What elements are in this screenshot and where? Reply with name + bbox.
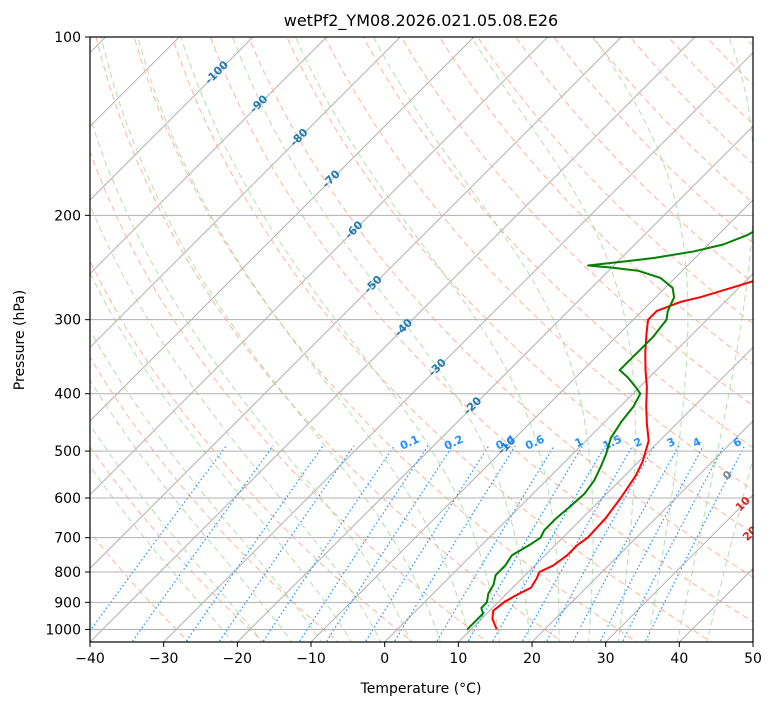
y-tick-label: 300 bbox=[54, 313, 81, 329]
dry-adiabat bbox=[171, 37, 713, 642]
mixing-ratio-line bbox=[393, 445, 516, 642]
mixing-ratio-line bbox=[131, 445, 274, 642]
mixing-ratio-line bbox=[364, 445, 490, 642]
x-axis: −40 −30 −20 −10 0 10 20 30 40 50 bbox=[75, 642, 762, 667]
isotherm bbox=[90, 37, 549, 496]
mixing-ratio-line bbox=[325, 445, 454, 642]
isotherm bbox=[457, 346, 753, 642]
dry-adiabat bbox=[324, 37, 753, 491]
y-axis-title: Pressure (hPa) bbox=[12, 290, 28, 390]
mixing-ratio-line bbox=[491, 445, 606, 642]
dry-adiabat bbox=[400, 37, 753, 407]
y-tick-label: 800 bbox=[54, 565, 81, 581]
dry-adiabat bbox=[438, 37, 753, 365]
mixing-ratio-line bbox=[262, 445, 395, 642]
mixing-ratio-line bbox=[466, 445, 584, 642]
y-tick-label: 200 bbox=[54, 208, 81, 224]
y-axis: 100 200 300 400 500 600 700 800 900 1000 bbox=[45, 30, 90, 638]
dry-adiabat bbox=[477, 37, 753, 325]
isotherm bbox=[90, 37, 254, 201]
temperature-line bbox=[491, 280, 753, 630]
x-tick-label: 20 bbox=[523, 651, 541, 667]
y-tick-label: 700 bbox=[54, 531, 81, 547]
mixing-ratio-line bbox=[185, 445, 324, 642]
dry-adiabat bbox=[286, 37, 753, 534]
x-tick-label: 10 bbox=[449, 651, 467, 667]
y-tick-label: 500 bbox=[54, 444, 81, 460]
isotherm bbox=[90, 37, 623, 570]
mixing-ratio-line bbox=[218, 445, 355, 642]
dry-adiabat bbox=[362, 37, 753, 449]
isotherm bbox=[531, 420, 753, 642]
mixing-ratio-line bbox=[572, 445, 680, 642]
moist-adiabat bbox=[90, 115, 412, 642]
isotherm bbox=[310, 199, 753, 642]
x-tick-label: 30 bbox=[597, 651, 615, 667]
mixing-ratio-line bbox=[599, 445, 704, 642]
isotherm bbox=[90, 37, 181, 128]
x-tick-label: −20 bbox=[223, 651, 253, 667]
isotherm bbox=[90, 37, 328, 275]
pressure-gridlines bbox=[90, 37, 753, 630]
moist-adiabat bbox=[90, 203, 382, 642]
x-tick-label: 40 bbox=[670, 651, 688, 667]
x-tick-label: −10 bbox=[296, 651, 326, 667]
x-tick-label: −30 bbox=[149, 651, 179, 667]
x-tick-label: 0 bbox=[380, 651, 389, 667]
dewpoint-line bbox=[466, 230, 753, 631]
y-tick-label: 100 bbox=[54, 30, 81, 46]
y-tick-label: 900 bbox=[54, 595, 81, 611]
isotherm bbox=[604, 493, 753, 642]
isotherm bbox=[90, 37, 475, 422]
chart-title: wetPf2_YM08.2026.021.05.08.E26 bbox=[284, 11, 558, 31]
mixing-ratio-line bbox=[298, 445, 429, 642]
y-tick-label: 400 bbox=[54, 387, 81, 403]
plot-frame bbox=[89, 36, 754, 643]
y-tick-label: 1000 bbox=[45, 622, 81, 638]
sounding-profiles bbox=[466, 230, 753, 631]
isotherm bbox=[90, 37, 696, 642]
dry-adiabat bbox=[90, 259, 414, 642]
plot-background bbox=[90, 37, 753, 642]
x-tick-label: 50 bbox=[744, 651, 762, 667]
y-tick-label: 600 bbox=[54, 491, 81, 507]
moist-adiabat-label: 30 bbox=[750, 558, 770, 578]
isotherm bbox=[162, 51, 753, 642]
isotherm bbox=[383, 272, 753, 642]
x-tick-label: −40 bbox=[75, 651, 105, 667]
x-axis-title: Temperature (°C) bbox=[360, 681, 482, 697]
isotherm bbox=[236, 125, 753, 642]
isotherm bbox=[90, 37, 402, 349]
